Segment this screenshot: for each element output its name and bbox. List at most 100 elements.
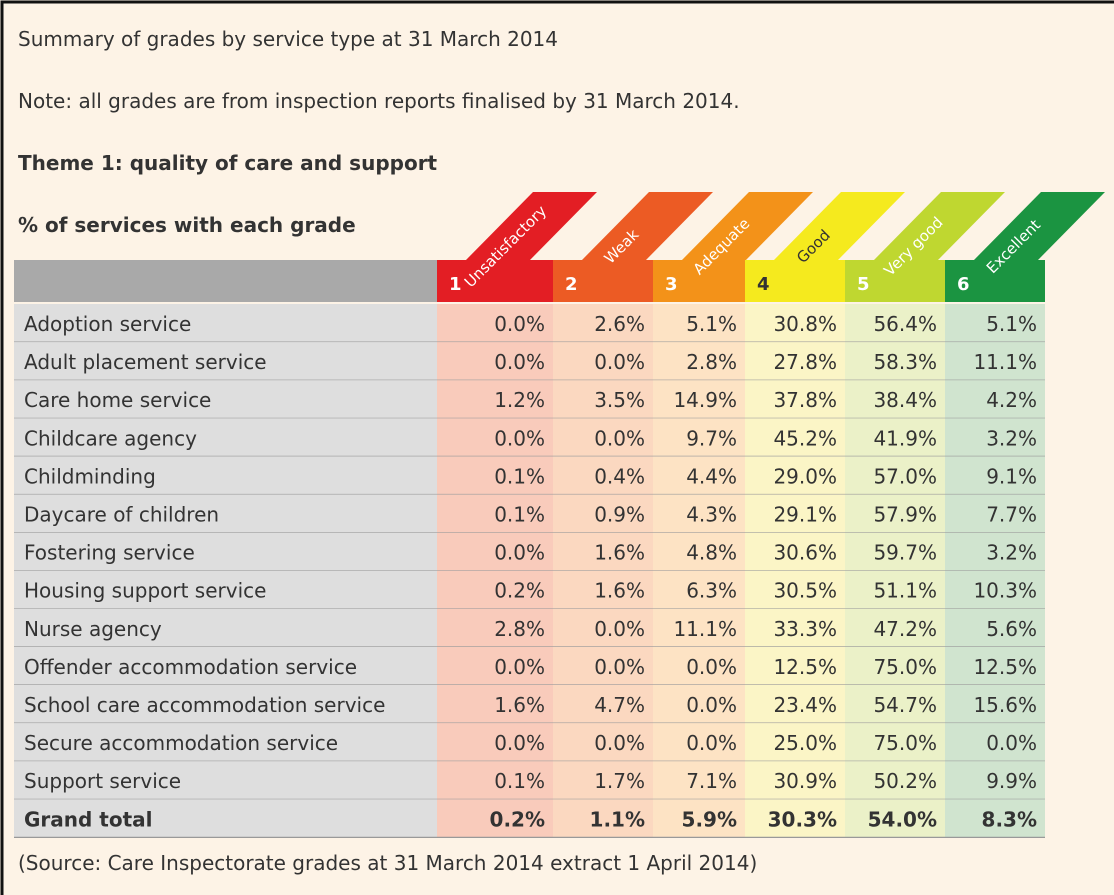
cell-value: 0.0%	[494, 350, 545, 374]
grade-number: 5	[857, 274, 870, 295]
value-cell	[745, 761, 845, 800]
row-label: Childcare agency	[24, 426, 197, 450]
value-cell	[653, 380, 745, 419]
value-cell	[945, 608, 1045, 647]
value-cell	[845, 723, 945, 762]
cell-value: 3.5%	[594, 388, 645, 412]
note: Note: all grades are from inspection rep…	[18, 89, 740, 113]
cell-value: 25.0%	[773, 731, 837, 755]
cell-value: 54.7%	[873, 693, 937, 717]
cell-value: 4.2%	[986, 388, 1037, 412]
cell-value: 1.6%	[594, 541, 645, 565]
value-cell	[945, 685, 1045, 724]
row-label-cell	[14, 456, 437, 495]
cell-value: 0.1%	[494, 464, 545, 488]
cell-value: 2.6%	[594, 312, 645, 336]
value-cell	[553, 456, 653, 495]
header-banner	[873, 192, 1005, 261]
cell-value: 0.0%	[494, 731, 545, 755]
cell-value: 56.4%	[873, 312, 937, 336]
row-label-cell	[14, 608, 437, 647]
grade-number: 3	[665, 274, 678, 295]
value-cell	[745, 532, 845, 571]
value-cell	[553, 342, 653, 381]
cell-value: 1.7%	[594, 769, 645, 793]
header-banner	[681, 192, 813, 261]
value-cell	[437, 608, 553, 647]
value-cell	[745, 685, 845, 724]
cell-value: 5.1%	[986, 312, 1037, 336]
grade-number: 2	[565, 274, 578, 295]
row-label: Adoption service	[24, 312, 191, 336]
value-cell	[745, 342, 845, 381]
cell-value: 9.7%	[686, 426, 737, 450]
value-cell	[745, 456, 845, 495]
value-cell	[745, 494, 845, 533]
cell-value: 3.2%	[986, 426, 1037, 450]
cell-value: 0.0%	[594, 617, 645, 641]
cell-value: 15.6%	[973, 693, 1037, 717]
cell-value: 0.0%	[494, 312, 545, 336]
row-label-cell	[14, 799, 437, 838]
cell-value: 27.8%	[773, 350, 837, 374]
cell-value: 9.1%	[986, 464, 1037, 488]
cell-value: 2.8%	[686, 350, 737, 374]
value-cell	[745, 799, 845, 838]
value-cell	[437, 456, 553, 495]
cell-value: 0.0%	[986, 731, 1037, 755]
cell-value: 30.8%	[773, 312, 837, 336]
value-cell	[653, 723, 745, 762]
value-cell	[945, 532, 1045, 571]
value-cell	[437, 418, 553, 457]
subtitle: % of services with each grade	[18, 213, 356, 237]
cell-value: 5.6%	[986, 617, 1037, 641]
row-label: Secure accommodation service	[24, 731, 338, 755]
value-cell	[437, 570, 553, 609]
header-cell	[945, 260, 1045, 302]
value-cell	[745, 304, 845, 343]
value-cell	[437, 723, 553, 762]
value-cell	[437, 380, 553, 419]
value-cell	[553, 685, 653, 724]
cell-value: 0.0%	[494, 426, 545, 450]
value-cell	[653, 418, 745, 457]
value-cell	[653, 456, 745, 495]
cell-value: 11.1%	[973, 350, 1037, 374]
value-cell	[945, 494, 1045, 533]
value-cell	[653, 608, 745, 647]
row-label-cell	[14, 532, 437, 571]
value-cell	[745, 646, 845, 685]
cell-value: 57.0%	[873, 464, 937, 488]
value-cell	[653, 799, 745, 838]
value-cell	[845, 608, 945, 647]
value-cell	[845, 494, 945, 533]
value-cell	[945, 570, 1045, 609]
value-cell	[845, 418, 945, 457]
value-cell	[653, 646, 745, 685]
value-cell	[553, 608, 653, 647]
theme: Theme 1: quality of care and support	[18, 151, 438, 175]
row-label: Housing support service	[24, 579, 266, 603]
row-label: Adult placement service	[24, 350, 267, 374]
cell-value: 30.3%	[768, 807, 837, 831]
row-label-cell	[14, 723, 437, 762]
value-cell	[745, 608, 845, 647]
value-cell	[553, 646, 653, 685]
value-cell	[745, 723, 845, 762]
cell-value: 9.9%	[986, 769, 1037, 793]
value-cell	[845, 380, 945, 419]
cell-value: 1.6%	[594, 579, 645, 603]
cell-value: 0.2%	[494, 579, 545, 603]
cell-value: 7.1%	[686, 769, 737, 793]
value-cell	[553, 761, 653, 800]
value-cell	[553, 418, 653, 457]
cell-value: 23.4%	[773, 693, 837, 717]
row-label-cell	[14, 304, 437, 343]
value-cell	[653, 494, 745, 533]
cell-value: 5.9%	[682, 807, 737, 831]
cell-value: 57.9%	[873, 503, 937, 527]
header-banner	[465, 192, 597, 261]
value-cell	[845, 799, 945, 838]
value-cell	[553, 532, 653, 571]
